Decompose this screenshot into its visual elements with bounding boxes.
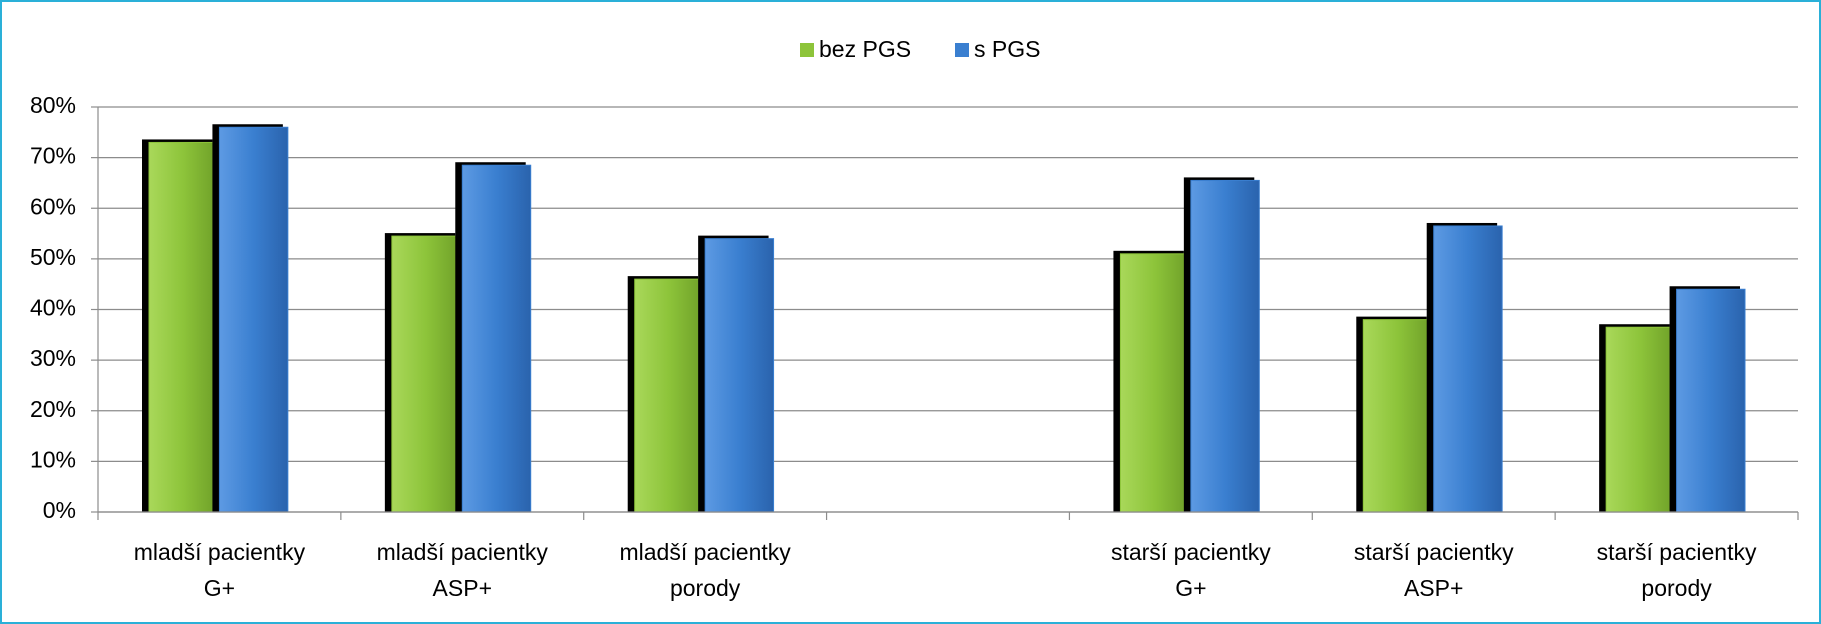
x-tick-label: starší pacientky	[1354, 539, 1514, 565]
x-tick-label: starší pacientky	[1111, 539, 1271, 565]
legend-swatch	[800, 43, 814, 57]
x-tick-label: starší pacientky	[1597, 539, 1757, 565]
y-tick-label: 20%	[30, 396, 76, 422]
y-tick-label: 10%	[30, 446, 76, 472]
bar	[1119, 253, 1190, 513]
x-tick-label: mladší pacientky	[134, 539, 306, 565]
x-tick-label: mladší pacientky	[619, 539, 791, 565]
bar	[1605, 326, 1676, 513]
bar	[391, 235, 461, 513]
legend-label: s PGS	[974, 36, 1040, 62]
bar	[148, 141, 218, 513]
legend-swatch	[955, 43, 969, 57]
bar	[1676, 288, 1746, 513]
x-tick-label: porody	[1641, 575, 1712, 601]
y-tick-label: 0%	[43, 497, 76, 523]
bar	[1362, 319, 1433, 513]
y-tick-label: 60%	[30, 193, 76, 219]
x-tick-label: G+	[204, 575, 235, 601]
y-tick-label: 70%	[30, 143, 76, 169]
x-tick-label: mladší pacientky	[377, 539, 549, 565]
y-tick-label: 80%	[30, 92, 76, 118]
x-tick-label: porody	[670, 575, 741, 601]
x-tick-label: ASP+	[433, 575, 492, 601]
bar	[1190, 179, 1260, 513]
y-tick-label: 40%	[30, 295, 76, 321]
legend-label: bez PGS	[819, 36, 911, 62]
bar	[461, 164, 532, 513]
x-tick-label: G+	[1175, 575, 1206, 601]
bar	[218, 126, 289, 513]
bar	[704, 238, 775, 513]
x-tick-label: ASP+	[1404, 575, 1463, 601]
y-tick-label: 30%	[30, 345, 76, 371]
y-tick-label: 50%	[30, 244, 76, 270]
bar	[1433, 225, 1503, 513]
bar	[634, 278, 704, 513]
